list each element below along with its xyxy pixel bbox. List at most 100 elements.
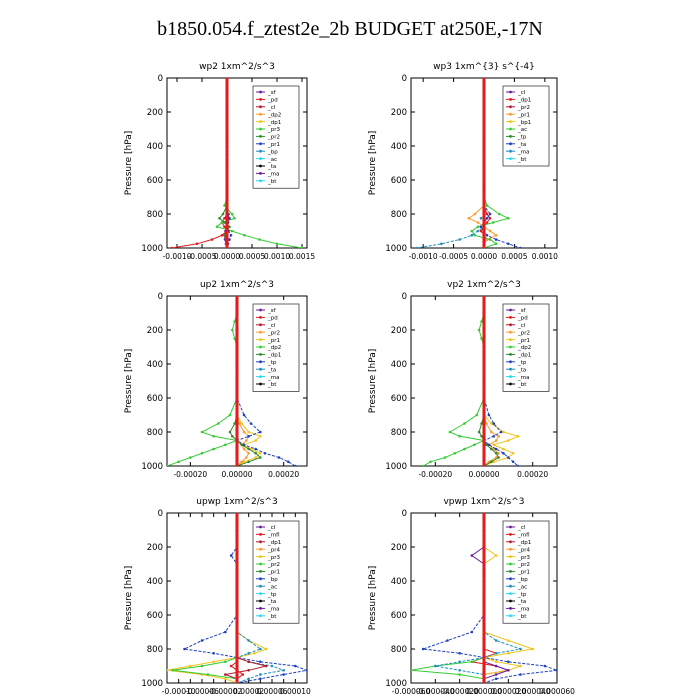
data-point xyxy=(507,439,510,442)
data-point xyxy=(212,447,215,451)
data-point xyxy=(490,460,493,464)
data-point xyxy=(254,451,257,455)
legend-label: _ma xyxy=(517,607,529,613)
data-point xyxy=(229,554,233,557)
data-point xyxy=(502,447,505,451)
legend-label: _ta xyxy=(517,367,526,373)
data-point xyxy=(492,422,496,425)
legend-marker xyxy=(509,338,512,341)
legend-marker xyxy=(509,112,512,116)
data-point xyxy=(254,439,257,442)
legend-marker xyxy=(259,345,262,349)
chart-title: vp2 1xm^2/s^3 xyxy=(447,280,521,290)
data-point xyxy=(247,639,250,642)
legend-label: _ta xyxy=(517,142,526,148)
legend-marker xyxy=(259,562,262,566)
legend-marker xyxy=(509,353,512,356)
legend-marker xyxy=(509,127,512,131)
data-point xyxy=(477,430,481,434)
legend-marker xyxy=(259,547,262,551)
legend-marker xyxy=(509,105,512,109)
legend-label: _cl xyxy=(267,525,276,531)
data-point xyxy=(479,225,483,229)
series-group xyxy=(411,513,557,683)
data-point xyxy=(228,413,232,417)
legend-label: _bp xyxy=(267,149,278,155)
data-point xyxy=(485,216,489,220)
x-tick-label: -0.00002 xyxy=(208,687,242,696)
data-point xyxy=(230,229,234,233)
series-line xyxy=(171,78,228,248)
data-point xyxy=(485,204,489,207)
data-point xyxy=(243,233,246,237)
data-point xyxy=(259,647,262,651)
data-point xyxy=(170,246,174,248)
data-point xyxy=(494,664,498,668)
legend-marker xyxy=(509,360,512,364)
legend-label: _cl xyxy=(517,525,526,531)
legend-label: _bt xyxy=(267,614,277,620)
data-point xyxy=(171,668,175,672)
legend-marker xyxy=(509,555,512,558)
legend-label: _ta xyxy=(267,367,276,373)
legend-label: _ma xyxy=(267,172,279,178)
legend-marker xyxy=(509,345,512,349)
legend-label: _pr2 xyxy=(517,105,530,111)
legend-marker xyxy=(509,142,512,146)
data-point xyxy=(458,673,461,676)
legend-marker xyxy=(509,308,512,312)
y-tick-label: 1000 xyxy=(141,462,163,472)
x-tick-label: -0.000060 xyxy=(392,687,431,696)
y-tick-label: 200 xyxy=(391,108,407,118)
y-tick-label: 1000 xyxy=(141,244,163,254)
data-point xyxy=(224,660,227,664)
data-point xyxy=(519,246,522,248)
x-tick-label: 0.0000 xyxy=(471,252,497,261)
page-title: b1850.054.f_ztest2e_2b BUDGET at250E,-17… xyxy=(157,18,543,40)
data-point xyxy=(494,447,498,451)
data-point xyxy=(470,630,474,634)
legend-label: _mfl xyxy=(267,533,280,539)
legend-marker xyxy=(509,570,512,573)
legend-marker xyxy=(259,577,262,581)
plot-frame xyxy=(166,77,308,249)
data-point xyxy=(543,664,547,668)
legend: _sf _pd_cl_pr2 _pr1_dp2 _dp1_tp_ta _ma_bt xyxy=(502,303,550,392)
data-point xyxy=(247,447,250,451)
legend-label: _ma xyxy=(267,607,279,613)
legend-label: _pr2 xyxy=(517,562,530,568)
data-point xyxy=(463,422,466,425)
data-point xyxy=(235,463,239,466)
y-axis-label: Pressure [hPa] xyxy=(368,131,378,196)
series-line xyxy=(167,296,239,466)
legend-marker xyxy=(259,540,262,544)
data-point xyxy=(458,651,461,655)
data-point xyxy=(511,451,515,455)
data-point xyxy=(494,639,498,642)
x-tick-label: 0.0010 xyxy=(264,252,290,261)
legend-label: _bt xyxy=(517,157,527,163)
data-point xyxy=(212,434,215,438)
legend-label: _dp1 xyxy=(267,120,281,126)
data-point xyxy=(421,647,425,651)
data-point xyxy=(247,668,250,672)
legend-label: _pr4 xyxy=(517,547,531,553)
data-point xyxy=(231,328,234,332)
series-line xyxy=(172,513,238,683)
data-point xyxy=(223,221,226,224)
data-point xyxy=(242,430,246,434)
data-point xyxy=(475,413,479,417)
data-point xyxy=(220,221,224,224)
data-point xyxy=(231,434,234,438)
x-tick-label: -0.00006 xyxy=(185,687,219,696)
y-tick-label: 800 xyxy=(391,645,407,655)
data-point xyxy=(488,229,492,233)
data-point xyxy=(195,242,199,246)
legend-marker xyxy=(259,120,262,123)
chart-title: wp2 1xm^2/s^3 xyxy=(199,62,275,72)
y-tick-label: 200 xyxy=(147,543,163,553)
legend-marker xyxy=(259,308,262,312)
legend-marker xyxy=(259,382,262,386)
data-point xyxy=(497,434,500,438)
data-point xyxy=(305,668,307,672)
